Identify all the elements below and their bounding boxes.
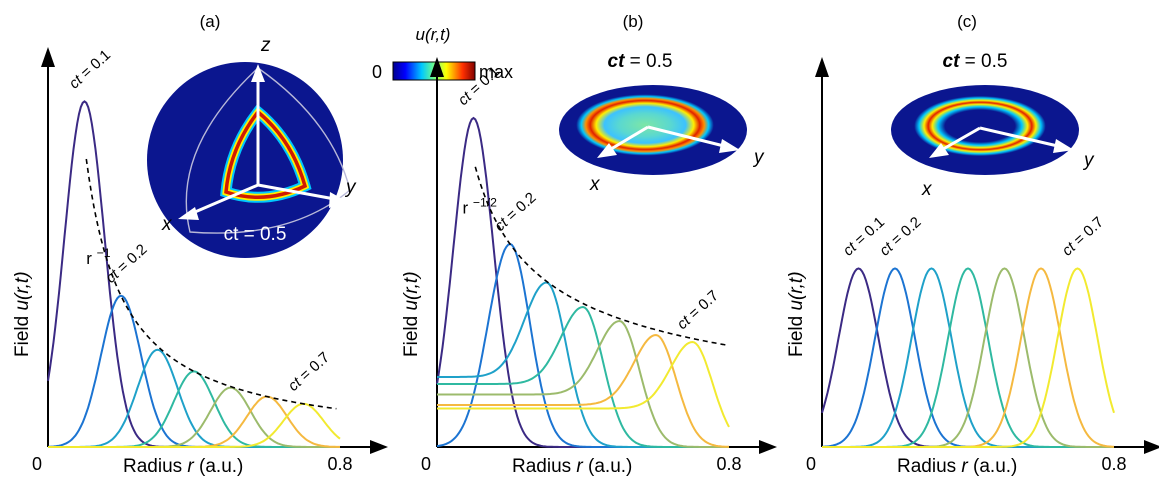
disk-b-y-label: y <box>752 147 765 168</box>
panel-1-envelope-label: r −1/2 <box>462 196 497 218</box>
panel-0-x-axis-arrowhead <box>370 440 388 454</box>
panel-0-series-ct-0.7 <box>48 402 341 448</box>
disk-b-x-label: x <box>589 174 601 195</box>
z-axis-arrowhead <box>251 64 265 82</box>
panel-2-x-axis-arrowhead <box>1144 440 1159 454</box>
colorbar-title: u(r,t) <box>416 25 451 44</box>
panel-0-envelope <box>85 158 337 410</box>
disk-c-y-arrowhead <box>1053 139 1074 153</box>
panel-0-tick-0: 0 <box>32 454 42 474</box>
panel-2-label-ct-0.7: ct = 0.7 <box>1059 214 1107 260</box>
panel-1-tick-08: 0.8 <box>716 454 741 474</box>
sphere-caption: ct = 0.5 <box>224 224 287 245</box>
disk-c-ring <box>910 94 1050 158</box>
panel-0-label-ct-0.1: ct = 0.1 <box>66 47 114 93</box>
sphere-y-label: y <box>344 177 357 198</box>
panel-0-series-ct-0.3 <box>48 348 340 448</box>
sphere-shell-core <box>224 109 308 200</box>
panel-b-inset-caption: ct = 0.5 <box>608 51 673 72</box>
panel-2-series-ct-0.7 <box>822 267 1115 448</box>
y-axis-arrowhead <box>329 192 348 208</box>
disk-c-x-arrowhead <box>929 143 949 158</box>
disk-c-y-label: y <box>1082 150 1095 171</box>
panel-2-series-ct-0.5 <box>822 267 1114 448</box>
panel-2-series-ct-0.6 <box>822 267 1115 448</box>
panel-2-series-ct-0.2 <box>821 267 1114 448</box>
disk-b-y-arrow <box>647 125 729 149</box>
colorbar-max-label: max <box>479 62 513 82</box>
panel-a-sphere-inset: z y x ct = 0.5 <box>147 35 357 258</box>
panel-2-tick-08: 0.8 <box>1101 454 1126 474</box>
panel-a: (a) z y x ct = 0.5 <box>147 12 357 258</box>
panel-c-disk-inset: x y <box>891 85 1095 200</box>
panel-0-label-ct-0.7: ct = 0.7 <box>285 349 333 395</box>
panel-2-y-axis-arrowhead <box>815 57 829 77</box>
panel-1-envelope <box>474 166 726 346</box>
panel-1-label-ct-0.2: ct = 0.2 <box>491 189 539 235</box>
panel-2-series-ct-0.4 <box>822 267 1114 448</box>
disk-b-x-arrow <box>605 125 649 154</box>
panel-1-y-axis-arrowhead <box>430 57 444 77</box>
panel-0-y-axis-arrowhead <box>41 47 55 67</box>
panel-0-tick-08: 0.8 <box>327 454 352 474</box>
panel-2-xlabel: Radius r (a.u.) <box>897 456 1017 477</box>
panel-1-series-ct-0.5 <box>437 319 729 448</box>
y-axis-arrow <box>257 183 341 202</box>
disk-b-x-arrowhead <box>597 143 617 158</box>
disk-c-y-arrow <box>979 126 1063 149</box>
disk-b-y-arrowhead <box>719 139 740 153</box>
x-axis-arrowhead <box>178 207 199 220</box>
panel-b-disk-inset: x y <box>559 85 765 195</box>
panel-1-x-axis-arrowhead <box>759 440 777 454</box>
panel-1-series-ct-0.7 <box>437 340 730 428</box>
sphere-disk <box>147 62 343 258</box>
disk-c-x-arrow <box>937 126 981 154</box>
disk-c-x-label: x <box>921 179 933 200</box>
colorbar-min-label: 0 <box>372 62 382 82</box>
x-axis-arrow <box>187 183 259 217</box>
panel-1-series-ct-0.6 <box>437 333 729 448</box>
panel-0-envelope-label: r −1 <box>86 246 111 268</box>
panel-1-label-ct-0.7: ct = 0.7 <box>674 287 722 333</box>
panel-2-tick-0: 0 <box>806 454 816 474</box>
panel-2-series-ct-0.3 <box>822 267 1114 448</box>
panel-1-ylabel: Field u(r,t) <box>401 271 422 357</box>
panel-c-inset-caption: ct = 0.5 <box>943 51 1008 72</box>
panel-2-ylabel: Field u(r,t) <box>786 271 807 357</box>
panel-b: (b) ct = 0.5 x y <box>559 12 765 195</box>
panel-0-ylabel: Field u(r,t) <box>12 271 33 357</box>
panel-2-label-ct-0.2: ct = 0.2 <box>876 214 924 260</box>
sphere-z-label: z <box>260 35 271 56</box>
panel-2-series-ct-0.1 <box>821 267 1114 448</box>
sphere-x-label: x <box>161 214 173 235</box>
sphere-guide-lines <box>185 67 351 234</box>
panel-1-xlabel: Radius r (a.u.) <box>512 456 632 477</box>
panel-c: (c) ct = 0.5 x y <box>891 12 1095 200</box>
disk-b-ring <box>571 92 719 158</box>
panel-b-label: (b) <box>623 12 644 31</box>
panel-1-series-ct-0.4 <box>437 305 729 448</box>
panel-0-series-ct-0.6 <box>48 395 340 448</box>
panel-0-xlabel: Radius r (a.u.) <box>123 456 243 477</box>
panel-a-label: (a) <box>200 12 221 31</box>
panel-c-label: (c) <box>957 12 977 31</box>
panel-1-tick-0: 0 <box>421 454 431 474</box>
